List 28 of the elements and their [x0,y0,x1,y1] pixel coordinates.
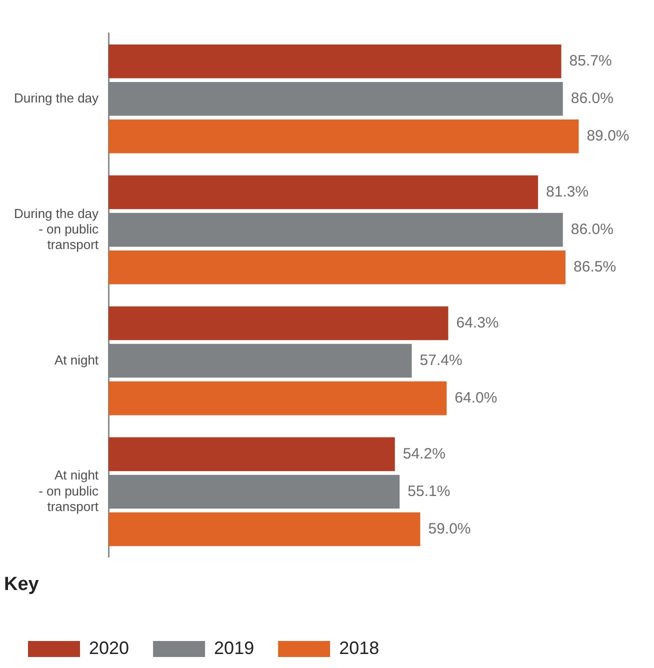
data-label: 54.2% [402,445,446,462]
data-label: 64.0% [454,389,498,406]
bar [108,120,579,154]
bar [108,437,395,472]
data-label: 55.1% [408,482,450,500]
data-label: 59.0% [428,520,471,538]
bar [108,44,562,78]
data-label: 81.3% [546,183,589,200]
bar [108,306,448,340]
y-tick-label: At night [54,352,99,368]
data-label: 85.7% [569,52,612,70]
bar [108,381,447,416]
y-tick-label: During the day [14,90,100,106]
data-label: 86.5% [574,258,616,276]
legend-label: 2018 [339,638,380,658]
data-label: 86.0% [570,220,614,238]
legend-label: 2020 [89,638,130,658]
data-label: 89.0% [586,128,630,145]
y-tick-label: At night - on public transport [38,468,100,514]
legend-title: Key [4,574,40,595]
data-label: 64.3% [456,314,499,332]
legend-label: 2019 [214,638,254,658]
bar [108,175,538,210]
bar [108,512,420,546]
y-tick-label: During the day - on public transport [14,206,100,252]
data-label: 57.4% [420,352,462,369]
data-label: 86.0% [570,90,614,108]
bar [108,250,566,284]
